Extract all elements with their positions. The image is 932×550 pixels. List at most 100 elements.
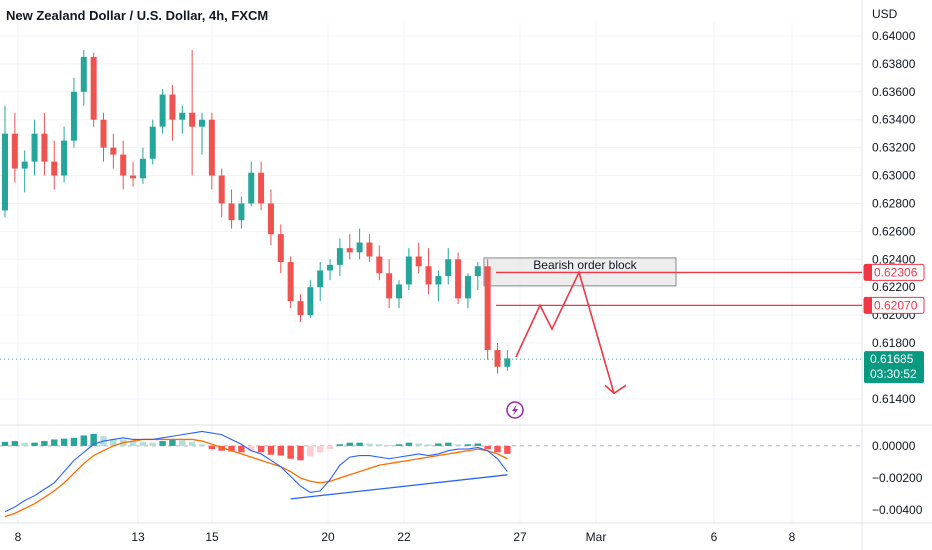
macd-histogram-bar [188, 441, 196, 446]
macd-histogram-bar [267, 445, 275, 455]
candle-body [267, 203, 274, 235]
candle-body [80, 56, 87, 92]
level-price-badge-marker [864, 297, 872, 314]
candle-body [366, 242, 373, 257]
candle-body [396, 284, 402, 299]
macd-histogram-bar [307, 445, 314, 457]
candle-body [327, 264, 334, 271]
candle-body [100, 119, 107, 148]
macd-histogram-bar [70, 437, 78, 446]
time-tick-label: 27 [513, 530, 527, 544]
candle-body [218, 175, 225, 204]
macd-histogram-bar [60, 438, 68, 446]
macd-histogram-bar [376, 444, 383, 446]
macd-histogram-bar [504, 445, 511, 454]
candle-body [484, 266, 491, 351]
time-tick-label: 8 [15, 530, 22, 544]
macd-histogram-bar [454, 444, 462, 446]
candle-body [405, 256, 412, 285]
candle-body [41, 133, 48, 162]
level-price-badge-marker [864, 264, 872, 281]
price-tick-label: 0.61400 [872, 392, 916, 406]
macd-histogram-bar [326, 445, 334, 450]
candle-body [297, 301, 304, 316]
candle-body [51, 161, 58, 176]
macd-histogram-bar [21, 442, 28, 446]
macd-tick-label: 0.00000 [872, 439, 916, 453]
macd-histogram-bar [366, 443, 373, 446]
macd-histogram-bar [297, 445, 304, 461]
price-tick-label: 0.61800 [872, 336, 916, 350]
macd-histogram-bar [395, 444, 403, 446]
candle-body [199, 119, 205, 127]
price-tick-label: 0.62200 [872, 280, 916, 294]
macd-histogram-bar [257, 445, 265, 453]
chart-title: New Zealand Dollar / U.S. Dollar, 4h, FX… [6, 8, 269, 23]
macd-histogram-bar [287, 445, 294, 459]
macd-histogram-bar [474, 443, 481, 446]
macd-histogram-bar [415, 443, 422, 446]
macd-histogram-bar [11, 441, 19, 446]
candle-body [435, 276, 442, 285]
macd-histogram-bar [208, 445, 216, 450]
candle-body [455, 259, 462, 299]
price-tick-label: 0.63800 [872, 57, 916, 71]
candle-body [415, 256, 422, 267]
macd-histogram-bar [1, 441, 9, 446]
macd-tick-label: −0.00400 [872, 503, 923, 517]
macd-histogram-bar [248, 445, 255, 451]
price-tick-label: 0.63000 [872, 169, 916, 183]
price-tick-label: 0.63600 [872, 85, 916, 99]
macd-histogram-bar [41, 441, 48, 446]
candle-body [179, 112, 186, 120]
projection-arrow-head [604, 384, 627, 395]
price-tick-label: 0.63200 [872, 141, 916, 155]
macd-histogram-bar [238, 445, 245, 453]
candle-body [277, 234, 284, 263]
order-block-label: Bearish order block [533, 258, 637, 272]
level-price-value: 0.62070 [874, 298, 918, 312]
macd-histogram-bar [110, 438, 117, 446]
macd-histogram-bar [159, 441, 166, 446]
candle-body [317, 270, 324, 288]
signal-line [4, 438, 508, 518]
projection-path [515, 270, 615, 394]
candle-body [258, 172, 265, 204]
macd-histogram-bar [425, 444, 432, 446]
candle-body [425, 266, 432, 285]
macd-histogram-bar [435, 443, 442, 446]
candle-body [238, 203, 245, 221]
macd-histogram-bar [90, 433, 97, 446]
macd-histogram-bar [169, 439, 176, 446]
macd-histogram-bar [336, 444, 344, 446]
current-price-badge [864, 351, 924, 384]
candle-body [11, 133, 18, 169]
time-tick-label: Mar [586, 530, 607, 544]
macd-histogram-bar [149, 442, 156, 446]
macd-histogram-bar [179, 440, 186, 446]
macd-histogram-bar [317, 445, 324, 453]
candle-body [90, 56, 97, 120]
macd-histogram-bar [385, 445, 393, 447]
candle-body [208, 119, 215, 176]
candle-body [2, 133, 8, 211]
macd-histogram-bar [484, 445, 491, 450]
macd-tick-label: −0.00200 [872, 471, 923, 485]
time-tick-label: 22 [397, 530, 411, 544]
candle-body [248, 172, 255, 204]
candle-body [139, 158, 146, 179]
macd-histogram-bar [139, 441, 147, 446]
candle-body [169, 94, 176, 120]
macd-histogram-bar [31, 442, 38, 446]
candle-body [494, 350, 501, 367]
macd-histogram-bar [405, 442, 413, 446]
candle-body [110, 147, 117, 155]
candle-body [474, 266, 481, 277]
time-tick-label: 6 [711, 530, 718, 544]
time-tick-label: 13 [131, 530, 145, 544]
candle-body [61, 140, 68, 176]
current-price-value: 0.61685 [870, 352, 914, 366]
candle-body [130, 175, 137, 179]
candle-body [120, 154, 127, 176]
candle-body [386, 273, 393, 299]
